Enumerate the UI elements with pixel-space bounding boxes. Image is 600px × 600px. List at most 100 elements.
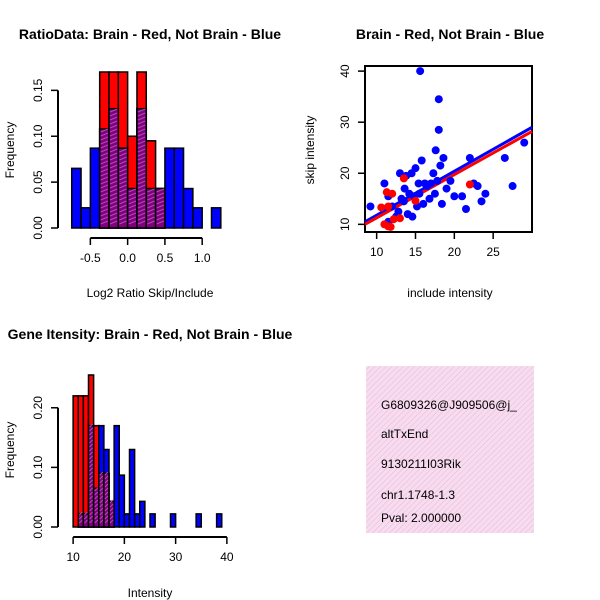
not-brain-point: [425, 194, 434, 203]
y-tick-label: 0.05: [31, 170, 45, 194]
not-brain-point: [520, 138, 529, 147]
overlap-hatch-line: [100, 192, 109, 197]
overlap-hatch-line: [137, 152, 146, 157]
overlap-hatch-line: [109, 212, 118, 217]
overlap-hatch-line: [84, 511, 88, 516]
overlap-hatch-line: [109, 136, 118, 141]
not-brain-point: [439, 153, 448, 162]
overlap-hatch-line: [147, 200, 155, 205]
overlap-hatch-line: [109, 152, 118, 157]
brain-point: [389, 215, 398, 224]
overlap-bar: [136, 107, 148, 229]
overlap-hatch-line: [99, 475, 104, 480]
overlap-hatch-line: [109, 196, 118, 201]
not-brain-bar: [182, 187, 194, 229]
overlap-hatch-line: [128, 220, 137, 225]
overlap-hatch-line: [94, 507, 99, 512]
overlap-hatch-line: [137, 160, 146, 165]
overlap-hatch-line: [104, 471, 109, 476]
overlap-hatch-line: [89, 431, 93, 436]
not-brain-point: [399, 197, 408, 206]
not-brain-point: [417, 156, 426, 165]
overlap-hatch-line: [104, 495, 109, 500]
not-brain-bar: [164, 147, 175, 229]
not-brain-point: [446, 176, 455, 185]
overlap-hatch-line: [156, 220, 165, 225]
overlap-hatch-line: [137, 136, 146, 141]
intensity-histogram-xlabel: Intensity: [128, 586, 173, 600]
overlap-hatch-line: [89, 471, 93, 476]
overlap-hatch-line: [104, 503, 109, 508]
ratio-histogram-axes: -0.5 0.0 0.5 1.0 0.00 0.05 0.10 0.15: [31, 78, 211, 265]
scatter-panel: Brain - Red, Not Brain - Blue 10 15 20 2510…: [303, 26, 544, 300]
overlap-hatch-line: [128, 188, 137, 193]
overlap-hatch-line: [137, 144, 146, 149]
x-tick-label: 10: [66, 550, 80, 564]
overlap-hatch-line: [137, 216, 146, 221]
ratio-histogram-xlabel: Log2 Ratio Skip/Include: [87, 286, 214, 300]
y-tick-label: 40: [338, 64, 352, 78]
overlap-hatch-line: [100, 216, 109, 221]
x-tick-label: 20: [448, 245, 462, 259]
overlap-hatch-line: [89, 455, 93, 460]
not-brain-bar: [133, 513, 141, 528]
overlap-hatch-line: [119, 164, 127, 169]
overlap-hatch-line: [119, 188, 127, 193]
overlap-hatch-line: [109, 204, 118, 209]
overlap-hatch-line: [100, 204, 109, 209]
not-brain-point: [434, 95, 443, 104]
not-brain-point: [450, 192, 459, 201]
overlap-hatch-line: [100, 156, 109, 161]
overlap-hatch-line: [109, 172, 118, 177]
overlap-hatch-line: [109, 168, 118, 173]
overlap-hatch-line: [104, 519, 109, 524]
not-brain-bar: [139, 500, 146, 528]
overlap-hatch-line: [89, 463, 93, 468]
overlap-hatch-line: [137, 164, 146, 169]
info-line-location: chr1.1748-1.3: [381, 488, 455, 502]
y-tick-label: 30: [338, 115, 352, 129]
x-tick-label: 0.0: [119, 251, 136, 265]
not-brain-point: [408, 212, 417, 221]
brain-point: [465, 180, 474, 189]
overlap-hatch-line: [89, 499, 93, 504]
y-tick-label: 0.00: [31, 515, 45, 539]
overlap-hatch-line: [137, 192, 146, 197]
not-brain-point: [415, 189, 424, 198]
ratio-histogram-bars: [70, 71, 222, 229]
overlap-hatch-line: [119, 196, 127, 201]
not-brain-point: [465, 153, 474, 162]
x-tick-label: 0.5: [157, 251, 174, 265]
not-brain-point: [461, 205, 470, 214]
not-brain-bar: [123, 513, 131, 528]
overlap-hatch-line: [137, 212, 146, 217]
overlap-hatch-line: [109, 132, 118, 137]
not-brain-point: [429, 169, 438, 178]
overlap-hatch-line: [89, 451, 93, 456]
overlap-hatch-line: [94, 491, 99, 496]
brain-point: [399, 174, 408, 183]
overlap-hatch-line: [89, 479, 93, 484]
overlap-hatch-line: [89, 467, 93, 472]
overlap-hatch-line: [137, 208, 146, 213]
overlap-hatch-line: [94, 503, 99, 508]
overlap-hatch-line: [119, 220, 127, 225]
info-box-background: [366, 366, 534, 533]
overlap-hatch-line: [94, 515, 99, 520]
intensity-histogram-title: Gene Itensity: Brain - Red, Not Brain - …: [8, 326, 293, 342]
overlap-hatch-line: [100, 176, 109, 181]
not-brain-point: [442, 184, 451, 193]
overlap-hatch-line: [100, 172, 109, 177]
overlap-hatch-line: [94, 487, 99, 492]
overlap-hatch-line: [147, 188, 155, 193]
x-tick-label: 15: [409, 245, 423, 259]
ratio-histogram-panel: RatioData: Brain - Red, Not Brain - Blue…: [3, 26, 281, 300]
overlap-hatch-line: [109, 176, 118, 181]
overlap-hatch-line: [147, 196, 155, 201]
not-brain-point: [380, 179, 389, 188]
overlap-hatch-line: [137, 180, 146, 185]
not-brain-point: [416, 67, 425, 76]
not-brain-bar: [89, 147, 101, 229]
overlap-hatch-line: [137, 140, 146, 145]
overlap-hatch-line: [137, 196, 146, 201]
